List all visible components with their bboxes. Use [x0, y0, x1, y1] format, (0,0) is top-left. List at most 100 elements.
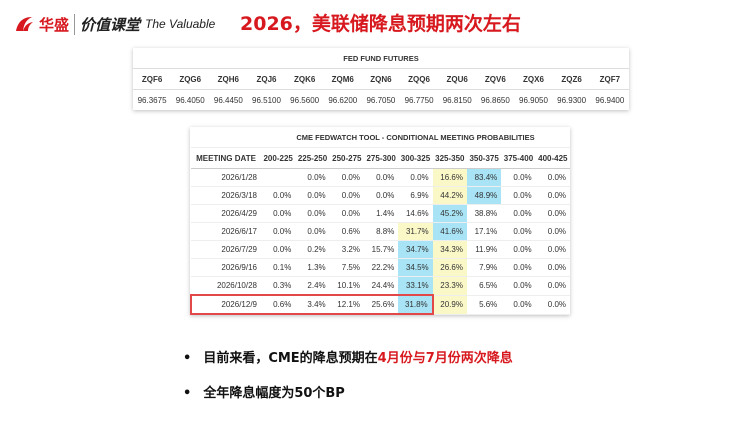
cell: 0.6% — [329, 222, 364, 241]
value-row: 96.3675 96.4050 96.4450 96.5100 96.5600 96.62… — [133, 90, 629, 111]
cell: 0.0% — [501, 204, 536, 223]
column-header: 275-300 — [363, 147, 399, 169]
futures-panel: FED FUND FUTURES ZQF6 ZQG6 ZQH6 ZQJ6 ZQK6 ZQM6… — [133, 48, 629, 110]
cell: 0.0% — [295, 168, 330, 187]
column-header: 300-325 — [398, 147, 433, 169]
column-header: ZQF6 — [133, 68, 172, 90]
cell: 0.0% — [501, 186, 536, 205]
cell: 0.0% — [329, 186, 364, 205]
cell: 17.1% — [466, 222, 502, 241]
slide-title: 2026，美联储降息预期两次左右 — [240, 13, 521, 35]
course: 价值课堂 — [74, 13, 140, 35]
column-header: ZQQ6 — [399, 68, 439, 90]
header-row: ZQF6 ZQG6 ZQH6 ZQJ6 ZQK6 ZQM6 ZQN6 ZQQ6 ZQU6 ZQV6… — [133, 68, 629, 90]
cell: 96.6200 — [328, 95, 358, 105]
column-header: ZQG6 — [171, 68, 210, 90]
cell: 0.0% — [261, 240, 296, 259]
cell: 0.0% — [261, 186, 296, 205]
data-row: 2026/12/9 0.6% 3.4% 12.1% 25.6% 31.8% 20.9% 5.6… — [190, 294, 570, 315]
column-header: ZQX6 — [514, 68, 553, 90]
cell: 16.6% — [432, 168, 467, 187]
cell: 96.7050 — [366, 95, 396, 105]
column-header: 375-400 — [501, 147, 536, 169]
cell: 33.1% — [398, 276, 433, 296]
column-header: 250-275 — [329, 147, 364, 169]
cell: 0.0% — [261, 204, 296, 223]
cell: 96.8650 — [480, 95, 510, 105]
row-header: 2026/10/28 — [191, 276, 261, 296]
cell: 10.1% — [329, 276, 364, 296]
cell: 0.3% — [261, 276, 296, 296]
row-header: 2026/12/9 — [190, 294, 261, 315]
column-header: MEETING DATE — [191, 147, 261, 169]
cell: 0.0% — [535, 204, 570, 223]
column-header: 325-350 — [432, 147, 467, 169]
cell: 2.4% — [295, 276, 330, 296]
data-row: 2026/6/17 0.0% 0.0% 0.6% 8.8% 31.7% 41.6% 17.1%… — [191, 222, 570, 241]
cell: 96.5600 — [290, 95, 320, 105]
row-header: 2026/7/29 — [191, 240, 261, 259]
cell: 0.0% — [295, 186, 330, 205]
cell: 23.3% — [432, 276, 467, 296]
cell: 31.8% — [398, 294, 434, 315]
cell: 22.2% — [363, 258, 399, 277]
column-header: ZQF7 — [590, 68, 629, 90]
cell: 0.0% — [363, 168, 399, 187]
bullet-text: 全年降息幅度为50个BP — [203, 386, 345, 401]
column-header: ZQV6 — [476, 68, 515, 90]
cell: 0.0% — [501, 240, 536, 259]
cell: 0.0% — [329, 204, 364, 223]
cell: 7.5% — [329, 258, 364, 277]
bullet: 目前来看，CME的降息预期在4月份与7月份两次降息 — [183, 347, 512, 366]
cell: 96.4050 — [175, 95, 205, 105]
cell: 31.7% — [398, 222, 433, 241]
cell: 96.9400 — [595, 95, 625, 105]
cell: 48.9% — [466, 186, 502, 205]
data-row: 2026/7/29 0.0% 0.2% 3.2% 15.7% 34.7% 34.3% 11.9… — [191, 240, 570, 259]
cell: 1.4% — [363, 204, 399, 223]
cell: 11.9% — [466, 240, 502, 259]
data-row: 2026/9/16 0.1% 1.3% 7.5% 22.2% 34.5% 26.6% 7.9%… — [191, 258, 570, 277]
cell: 0.0% — [501, 276, 536, 296]
data-row: 2026/4/29 0.0% 0.0% 0.0% 1.4% 14.6% 45.2% 38.8%… — [191, 204, 570, 223]
data-row: 2026/10/28 0.3% 2.4% 10.1% 24.4% 33.1% 23.3% 6.… — [191, 276, 570, 296]
cell: 7.9% — [466, 258, 502, 277]
cell: 6.5% — [466, 276, 502, 296]
cell: 96.4450 — [213, 95, 243, 105]
column-header: 200-225 — [261, 147, 296, 169]
row-header: 2026/9/16 — [191, 258, 261, 277]
column-header: ZQN6 — [361, 68, 400, 90]
cell: 24.4% — [363, 276, 399, 296]
cell: 96.3675 — [137, 95, 167, 105]
cell: 25.6% — [363, 294, 399, 315]
cell: 0.0% — [535, 186, 570, 205]
cell: 8.8% — [363, 222, 399, 241]
table-title: CME FEDWATCH TOOL - CONDITIONAL MEETING … — [261, 127, 570, 148]
tagline: The Valuable — [145, 17, 216, 31]
cell: 0.2% — [295, 240, 330, 259]
cell: 0.0% — [329, 168, 364, 187]
cell: 6.9% — [398, 186, 433, 205]
cell: 41.6% — [432, 222, 467, 241]
futures-table: FED FUND FUTURES ZQF6 ZQG6 ZQH6 ZQJ6 ZQK6 ZQM6… — [133, 48, 629, 110]
cell: 96.5100 — [252, 95, 281, 105]
cell: 14.6% — [398, 204, 433, 223]
column-header: ZQH6 — [209, 68, 248, 90]
brand: 华盛 — [39, 15, 70, 34]
cell: 0.0% — [501, 222, 536, 241]
header-row: MEETING DATE 200-225 225-250 250-275 275-300… — [191, 147, 570, 169]
cell: 3.2% — [329, 240, 364, 259]
fedwatch-table: CME FEDWATCH TOOL - CONDITIONAL MEETING … — [190, 127, 570, 315]
cell: 0.0% — [535, 258, 570, 277]
bullet: 全年降息幅度为50个BP — [183, 382, 345, 401]
caption-row: CME FEDWATCH TOOL - CONDITIONAL MEETING … — [191, 127, 570, 148]
cell: 0.0% — [535, 295, 570, 315]
cell: 34.5% — [398, 258, 433, 277]
cell: 44.2% — [432, 186, 467, 205]
logo: 华盛 价值课堂 The Valuable — [14, 12, 215, 36]
cell: 0.0% — [535, 240, 570, 259]
cell: 0.1% — [261, 258, 296, 277]
cell: 26.6% — [432, 258, 467, 277]
cell: 0.0% — [535, 276, 570, 296]
